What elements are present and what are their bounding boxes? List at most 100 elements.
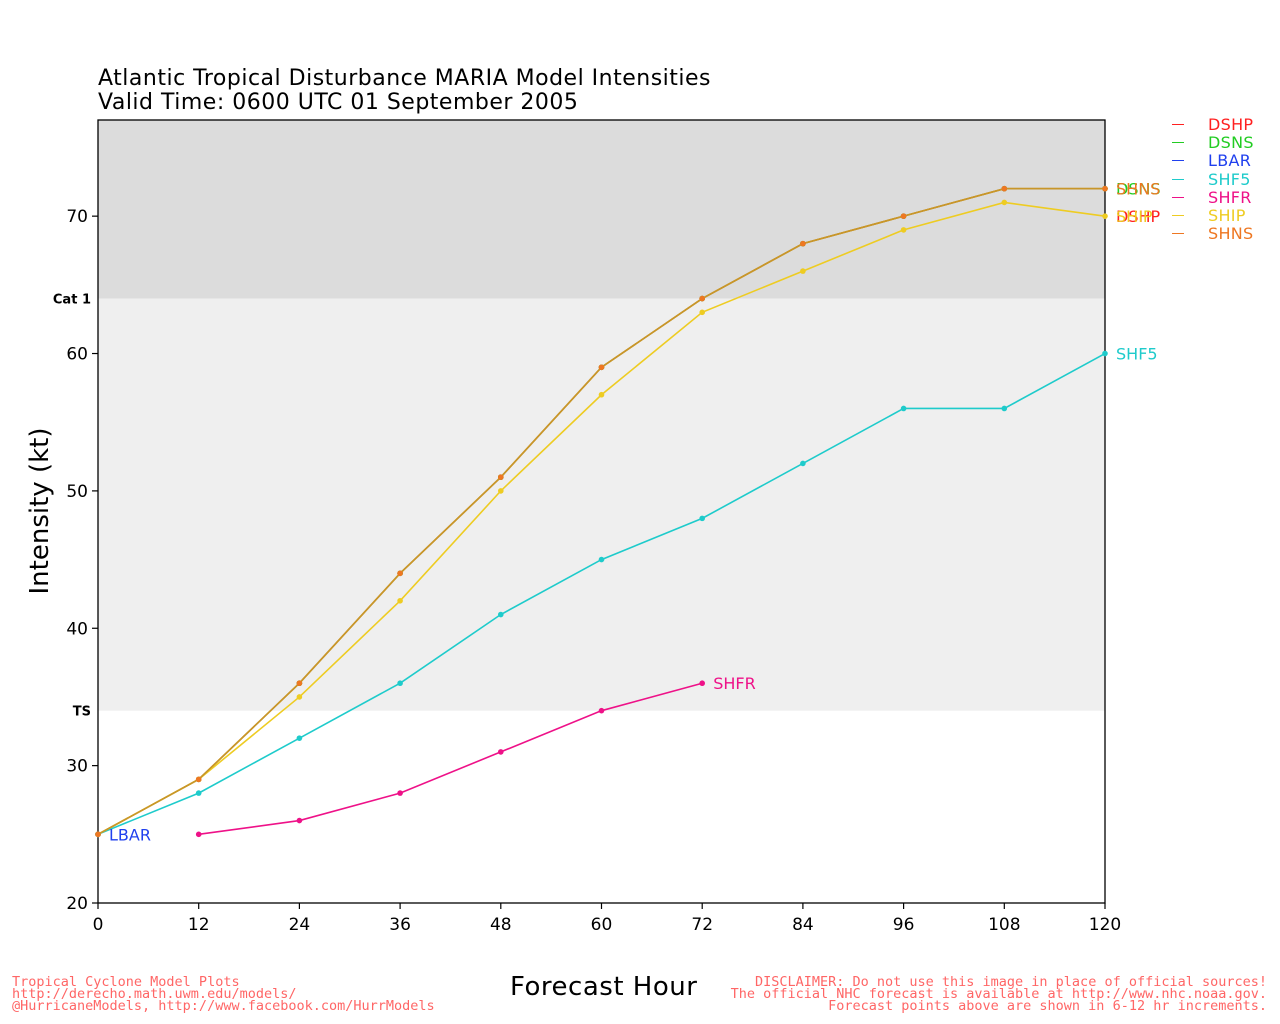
data-point-shns <box>397 570 403 577</box>
x-tick-label: 72 <box>691 915 713 935</box>
legend-swatch <box>1172 160 1184 162</box>
disclaimer-line: DISCLAIMER: Do not use this image in pla… <box>754 974 1267 990</box>
x-tick-label: 108 <box>988 915 1020 935</box>
series-end-label: DSHP <box>1116 207 1161 226</box>
x-tick-label: 0 <box>93 915 104 935</box>
data-point-shns <box>598 364 605 371</box>
data-point-shf5 <box>699 515 705 522</box>
data-point-shf5 <box>598 556 605 563</box>
legend-label: LBAR <box>1208 151 1252 171</box>
data-point-shf5 <box>900 405 907 412</box>
credits-line: Tropical Cyclone Model Plots <box>12 974 240 990</box>
data-point-ship <box>699 309 705 316</box>
legend-swatch <box>1172 233 1184 235</box>
legend-item-lbar: LBAR <box>1172 151 1254 171</box>
data-point-ship <box>598 391 605 398</box>
legend-label: SHIP <box>1208 206 1246 226</box>
legend-swatch <box>1172 141 1184 143</box>
data-point-shf5 <box>397 680 403 687</box>
legend-swatch <box>1172 123 1184 125</box>
data-point-ship <box>900 227 907 233</box>
credits-line: @HurricaneModels, http://www.facebook.co… <box>12 998 435 1014</box>
disclaimer-line: Forecast points above are shown in 6-12 … <box>828 998 1267 1014</box>
legend-swatch <box>1172 215 1184 217</box>
series-end-label: SHF5 <box>1116 345 1158 364</box>
y-tick-label: 50 <box>66 482 88 502</box>
x-tick-label: 84 <box>792 915 814 935</box>
credits-line: http://derecho.math.uwm.edu/models/ <box>12 986 297 1002</box>
data-point-ship <box>498 488 504 494</box>
data-point-shns <box>699 295 705 302</box>
series-end-label: LBAR <box>109 825 151 844</box>
x-tick-label: 36 <box>389 915 411 935</box>
data-point-shns <box>296 680 303 687</box>
data-point-shns <box>195 776 202 783</box>
legend-item-shf5: SHF5 <box>1172 169 1254 189</box>
data-point-shfr <box>195 831 202 838</box>
data-point-shfr <box>498 749 504 755</box>
x-tick-label: 60 <box>591 915 613 935</box>
data-point-shfr <box>598 707 605 714</box>
y-tick-label: 20 <box>66 894 88 914</box>
data-point-shns <box>1102 185 1108 192</box>
data-point-shns <box>498 474 504 480</box>
legend-label: DSHP <box>1208 114 1254 134</box>
series-end-label: SHIP <box>1116 207 1153 226</box>
x-tick-label: 48 <box>490 915 512 935</box>
legend-item-ship: SHIP <box>1172 206 1254 226</box>
data-point-shf5 <box>1102 350 1108 357</box>
series-line-shfr <box>198 682 703 836</box>
x-axis-label: Forecast Hour <box>510 972 698 1002</box>
data-point-shns <box>95 831 101 838</box>
legend-swatch <box>1172 178 1184 180</box>
x-tick-label: 120 <box>1089 915 1121 935</box>
band-ts <box>98 298 1105 711</box>
legend-label: DSNS <box>1208 132 1254 152</box>
data-point-shf5 <box>195 790 202 796</box>
data-point-shf5 <box>498 611 504 618</box>
data-point-shfr <box>397 790 403 796</box>
data-point-shf5 <box>296 735 303 741</box>
data-point-ship <box>800 268 806 274</box>
data-point-ship <box>1001 199 1008 206</box>
legend-item-shfr: SHFR <box>1172 187 1254 207</box>
band-label: Cat 1 <box>53 293 91 308</box>
disclaimer: DISCLAIMER: Do not use this image in pla… <box>730 974 1267 1014</box>
data-point-shf5 <box>800 460 806 467</box>
y-tick-label: 30 <box>66 757 88 777</box>
x-tick-label: 24 <box>289 915 311 935</box>
x-tick-label: 12 <box>188 915 210 935</box>
disclaimer-line: The official NHC forecast is available a… <box>730 986 1267 1002</box>
data-point-ship <box>1102 213 1108 219</box>
data-point-shns <box>1001 185 1008 192</box>
data-point-shns <box>900 213 907 219</box>
credits: Tropical Cyclone Model Plots http://dere… <box>12 974 435 1014</box>
series-end-label: DSNS <box>1116 180 1161 199</box>
data-point-ship <box>397 597 403 604</box>
data-point-ship <box>296 694 303 700</box>
y-tick-label: 70 <box>66 207 88 227</box>
y-axis-label: Intensity (kt) <box>25 428 55 595</box>
legend-item-shns: SHNS <box>1172 224 1254 244</box>
y-tick-label: 40 <box>66 619 88 639</box>
legend-label: SHF5 <box>1208 169 1251 189</box>
y-tick-label: 60 <box>66 345 88 365</box>
legend-item-dsns: DSNS <box>1172 132 1254 152</box>
data-point-shfr <box>296 817 303 824</box>
legend-label: SHFR <box>1208 187 1252 207</box>
x-tick-label: 96 <box>893 915 915 935</box>
legend: DSHP DSNS LBAR SHF5 SHFR SHIP SHNS <box>1172 115 1254 243</box>
series-end-label: SHNS <box>1116 180 1160 199</box>
chart-title: Atlantic Tropical Disturbance MARIA Mode… <box>98 66 712 91</box>
band-cat-1 <box>98 120 1105 299</box>
legend-label: SHNS <box>1208 224 1254 244</box>
data-point-shf5 <box>1001 405 1008 412</box>
data-point-shfr <box>699 680 705 687</box>
series-end-label: SHFR <box>713 674 756 693</box>
legend-item-dshp: DSHP <box>1172 114 1254 134</box>
chart-subtitle: Valid Time: 0600 UTC 01 September 2005 <box>98 90 579 115</box>
data-point-shns <box>800 240 806 247</box>
legend-swatch <box>1172 196 1184 198</box>
band-label: TS <box>73 705 91 720</box>
